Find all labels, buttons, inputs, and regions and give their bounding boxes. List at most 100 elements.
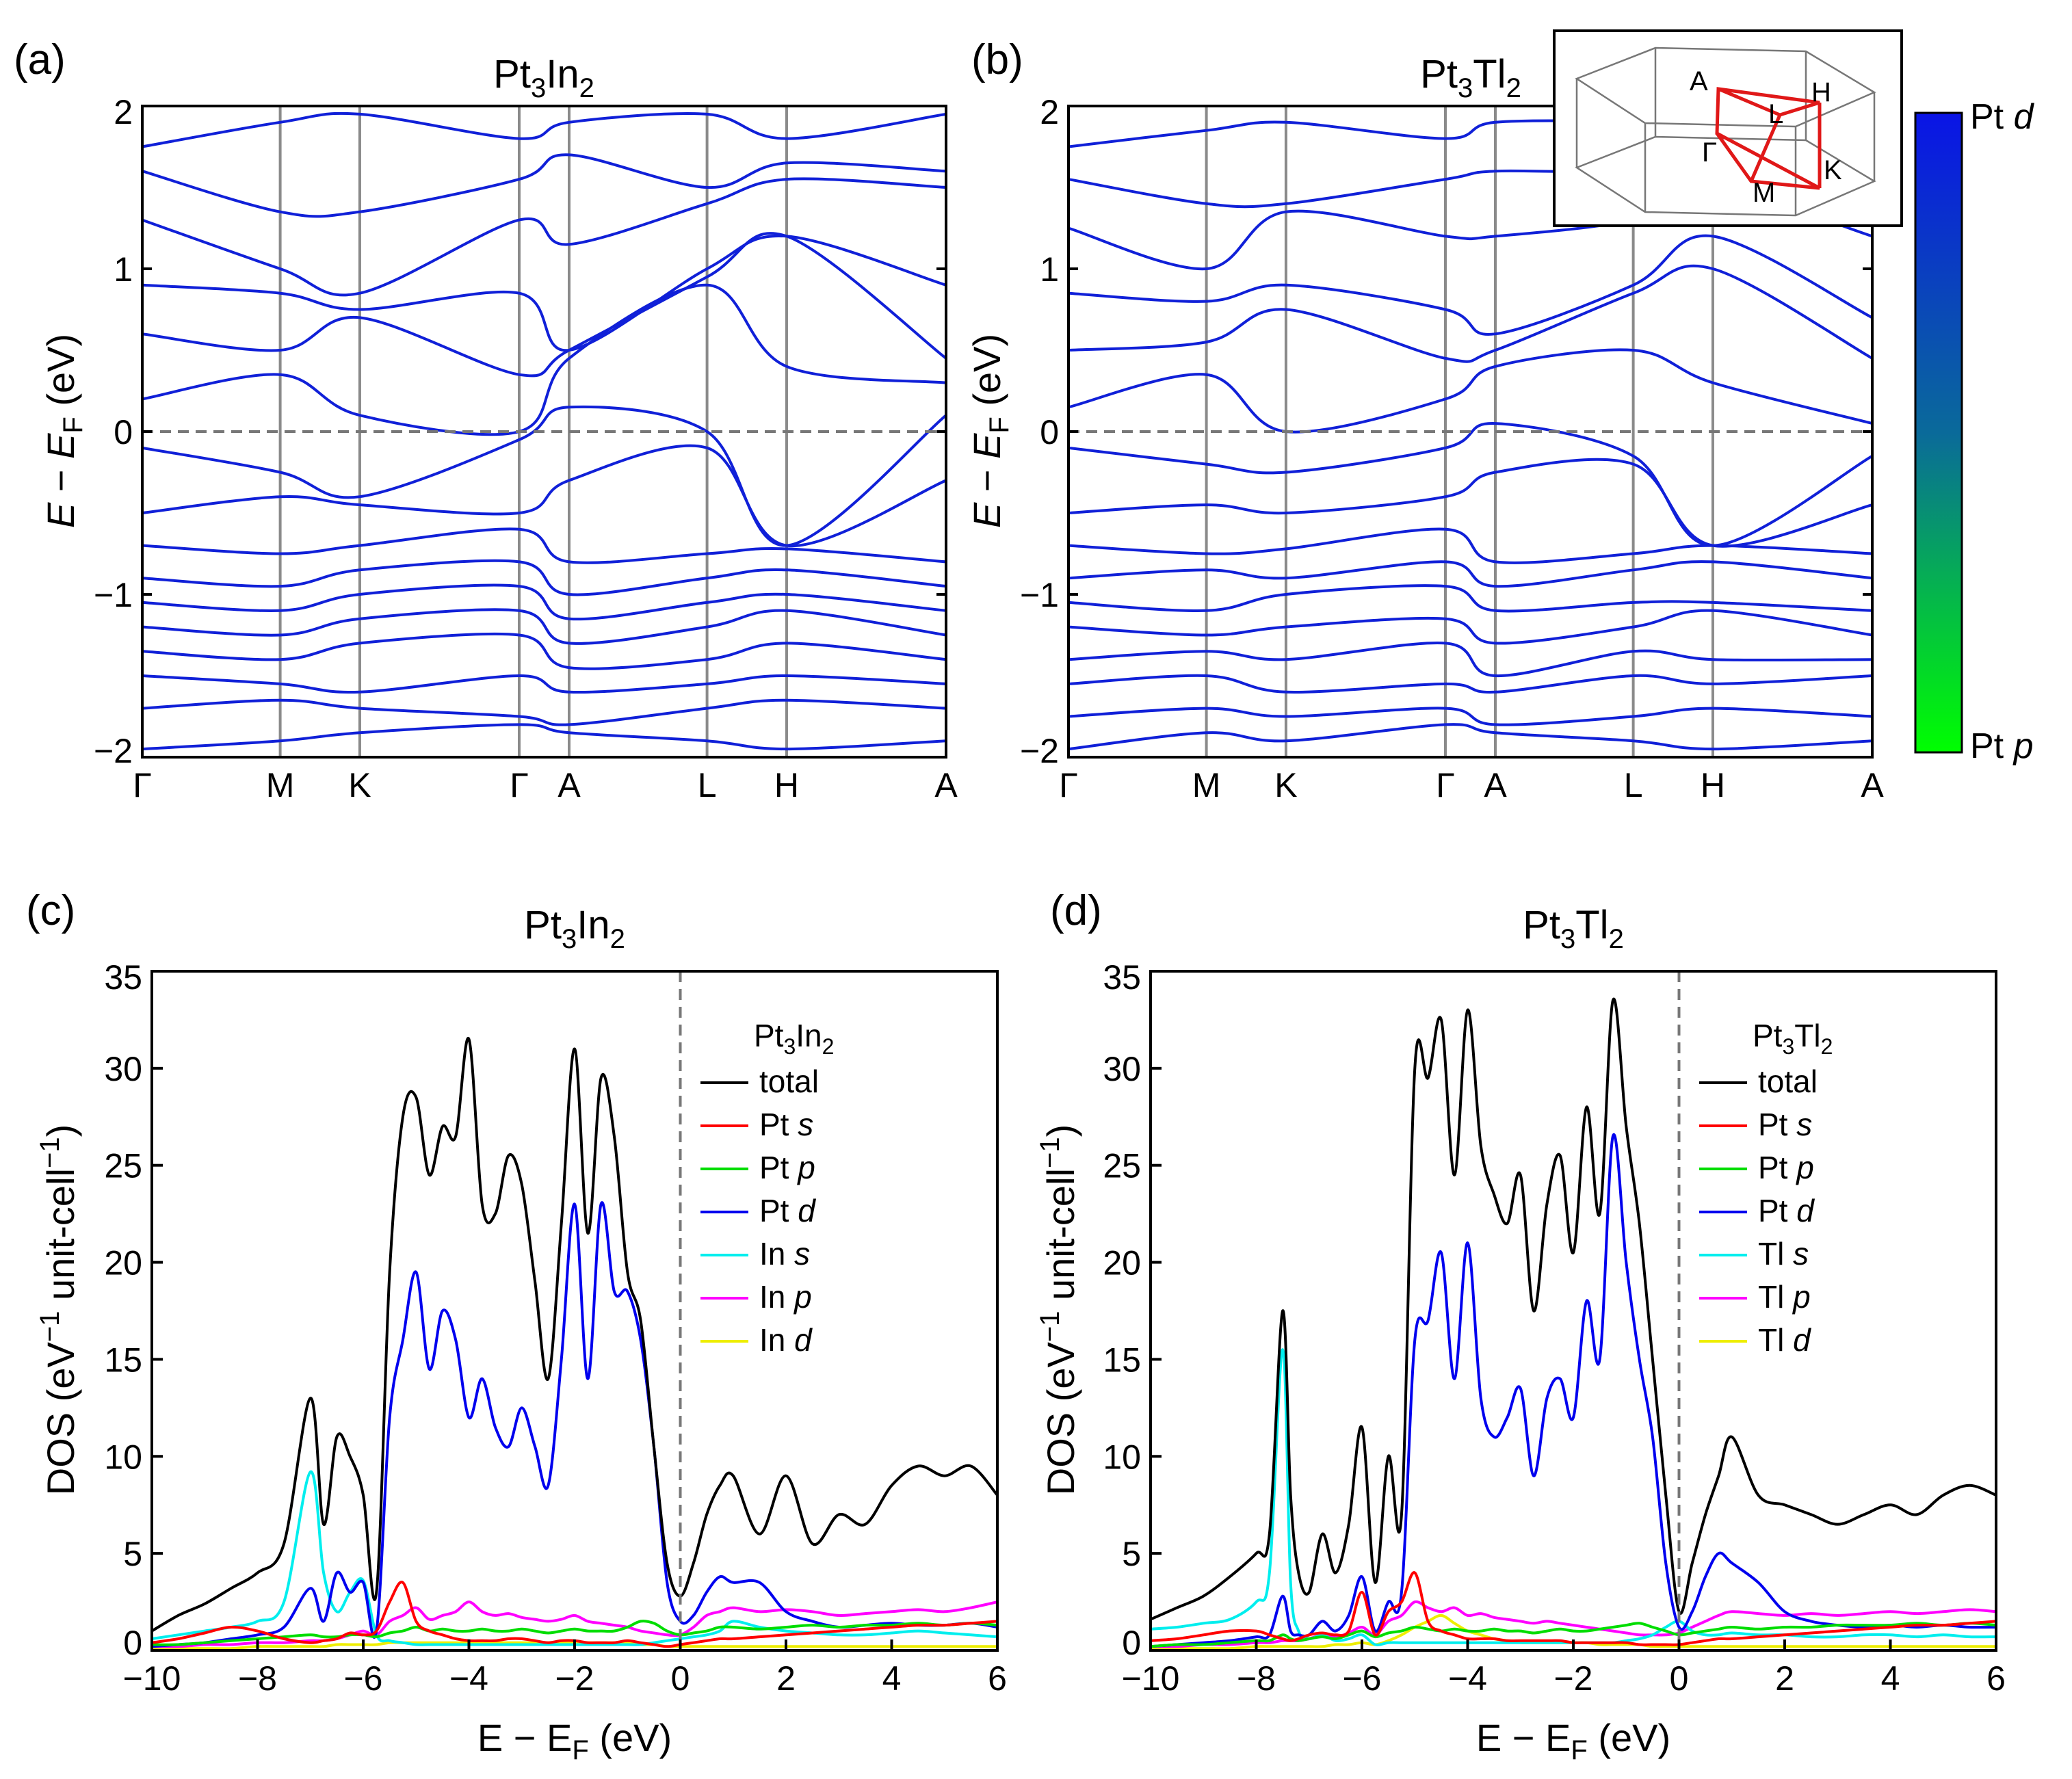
title-b-base: Pt xyxy=(1420,52,1458,96)
dos-panel-c: (c) Pt3In2 DOS (eV−1 unit-cell−1) E − EF… xyxy=(26,887,1007,1765)
y-tick-label: 20 xyxy=(1103,1244,1141,1282)
dos-line-in-s xyxy=(152,1470,997,1646)
kpoint-label: M xyxy=(1192,766,1221,804)
band-line-band-2 xyxy=(1068,707,1872,726)
band-line-band-13 xyxy=(142,234,946,352)
band-line-band-16 xyxy=(142,111,946,148)
kpoint-label: Γ xyxy=(1059,766,1078,804)
bz-kpath xyxy=(1715,87,1822,190)
y-tick-label: 1 xyxy=(114,250,133,289)
band-line-band-14 xyxy=(142,177,946,297)
kpoint-label: A xyxy=(1861,766,1884,804)
bz-label-H: H xyxy=(1811,77,1831,107)
x-tick-label: 0 xyxy=(671,1659,690,1698)
panel-title-d: Pt3Tl2 xyxy=(1523,903,1624,954)
y-tick-label: 0 xyxy=(1040,413,1059,451)
svg-text:E − EF (eV): E − EF (eV) xyxy=(39,334,88,528)
band-line-band-2 xyxy=(142,698,946,726)
band-line-band-3 xyxy=(142,674,946,694)
dos-line-pt-s xyxy=(152,1581,997,1648)
bz-label-A: A xyxy=(1690,66,1708,96)
kpoint-label: Γ xyxy=(510,766,529,804)
dos-panel-d: (d) Pt3Tl2 DOS (eV−1 unit-cell−1) E − EF… xyxy=(1035,887,2006,1765)
legend-label: total xyxy=(1758,1064,1818,1099)
legend-label: Pt d xyxy=(759,1193,816,1228)
legend-label: In d xyxy=(759,1322,813,1358)
svg-text:E − EF (eV): E − EF (eV) xyxy=(477,1716,672,1765)
kpoint-label: L xyxy=(698,766,717,804)
legend-c: Pt3In2 total Pt s Pt p Pt d In s In p In d xyxy=(700,1018,834,1358)
title-b-mid: Tl xyxy=(1473,52,1506,96)
svg-text:DOS (eV−1 unit-cell−1): DOS (eV−1 unit-cell−1) xyxy=(1035,1124,1082,1495)
kpoint-label: A xyxy=(934,766,958,804)
y-tick-label: 5 xyxy=(123,1535,142,1573)
y-tick-label: 25 xyxy=(1103,1147,1141,1185)
dos-line-tl-s xyxy=(1151,1348,1996,1646)
band-line-band-6 xyxy=(142,583,946,621)
x-tick-label: −8 xyxy=(238,1659,277,1698)
x-tick-label: 6 xyxy=(1986,1659,2006,1698)
kpoint-label: Γ xyxy=(1436,766,1455,804)
y-tick-label: 20 xyxy=(104,1244,142,1282)
x-tick-label: 4 xyxy=(1881,1659,1900,1698)
x-tick-label: −6 xyxy=(1342,1659,1381,1698)
title-c-sub2: 2 xyxy=(610,924,625,954)
band-line-band-1 xyxy=(142,723,946,751)
bz-inset: A L H Γ M K xyxy=(1553,29,1903,227)
panel-label-a: (a) xyxy=(14,36,66,83)
panel-label-c: (c) xyxy=(26,887,75,934)
bz-label-M: M xyxy=(1753,178,1775,208)
title-a-sub2: 2 xyxy=(579,73,594,103)
y-tick-label: −1 xyxy=(94,576,133,614)
band-line-band-3 xyxy=(1068,674,1872,694)
kpoint-label: K xyxy=(1274,766,1297,804)
colorbar-bottom-label: Pt p xyxy=(1970,726,2034,766)
x-tick-label: −6 xyxy=(343,1659,382,1698)
band-line-band-7 xyxy=(142,559,946,596)
y-tick-label: 0 xyxy=(123,1624,142,1662)
y-axis-label-c: DOS (eV−1 unit-cell−1) xyxy=(35,1124,82,1495)
title-d-mid: Tl xyxy=(1575,903,1608,947)
y-tick-label: −2 xyxy=(1020,732,1059,770)
band-line-band-5 xyxy=(1068,609,1872,645)
title-d-base: Pt xyxy=(1523,903,1560,947)
plot-frame-c xyxy=(150,970,999,1652)
band-line-band-1 xyxy=(1068,723,1872,751)
x-tick-label: −10 xyxy=(1122,1659,1180,1698)
panel-title-c: Pt3In2 xyxy=(524,903,625,954)
band-line-band-8 xyxy=(142,527,946,564)
x-tick-label: 2 xyxy=(1775,1659,1794,1698)
legend-label: Pt p xyxy=(1758,1150,1814,1185)
y-tick-label: −1 xyxy=(1020,576,1059,614)
band-line-band-4 xyxy=(1068,641,1872,678)
legend-title-d: Pt3Tl2 xyxy=(1753,1018,1833,1059)
dos-line-pt-s xyxy=(1151,1571,1996,1646)
x-tick-label: −4 xyxy=(449,1659,488,1698)
bz-label-L: L xyxy=(1768,99,1783,129)
y-tick-label: −2 xyxy=(94,732,133,770)
title-a-mid: In xyxy=(546,52,579,96)
y-tick-label: 35 xyxy=(104,958,142,997)
y-axis-label-d: DOS (eV−1 unit-cell−1) xyxy=(1035,1124,1082,1495)
bz-hexagonal-prism xyxy=(1575,47,1876,217)
kpoint-label: A xyxy=(558,766,581,804)
legend-label: In s xyxy=(759,1236,810,1271)
band-line-band-12 xyxy=(142,232,946,378)
y-tick-label: 0 xyxy=(1122,1624,1141,1662)
dos-line-pt-d xyxy=(1151,1133,1996,1648)
x-tick-label: 2 xyxy=(776,1659,796,1698)
y-tick-label: 0 xyxy=(114,413,133,451)
colorbar: Pt d Pt p xyxy=(1914,97,2035,766)
title-c-base: Pt xyxy=(524,903,562,947)
x-tick-label: −10 xyxy=(123,1659,181,1698)
legend-label: Tl p xyxy=(1758,1279,1811,1315)
y-tick-label: 35 xyxy=(1103,958,1141,997)
panel-label-d: (d) xyxy=(1050,887,1102,934)
bz-inset-frame xyxy=(1553,29,1903,227)
dos-line-pt-p xyxy=(1151,1622,1996,1648)
band-line-band-10 xyxy=(142,405,946,547)
y-tick-label: 10 xyxy=(104,1438,142,1476)
legend-title-c: Pt3In2 xyxy=(754,1018,834,1059)
band-line-band-10 xyxy=(1068,422,1872,547)
